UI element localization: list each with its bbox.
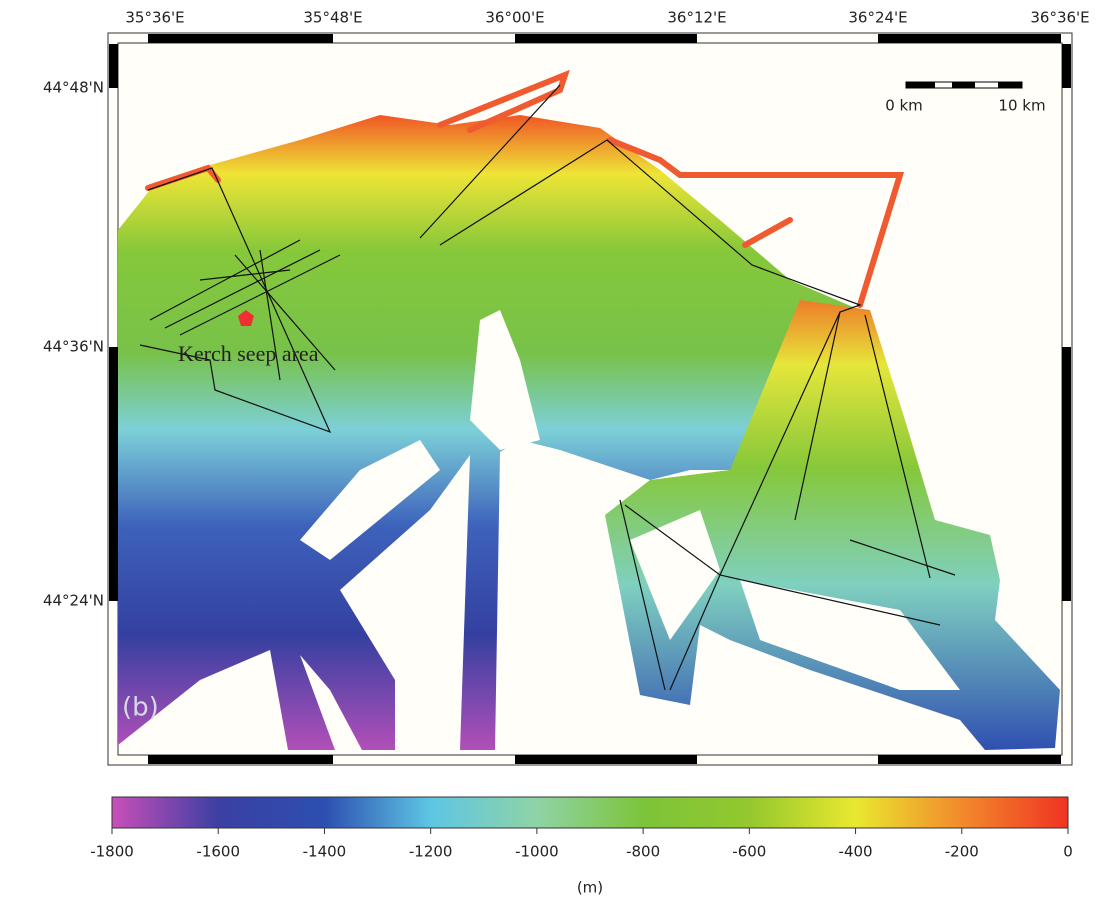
scale-bar-segment (906, 82, 935, 88)
colorbar (112, 797, 1068, 828)
colorbar-tick-label: -200 (945, 843, 979, 861)
scale-label: 0 km (885, 97, 923, 115)
colorbar-unit: (m) (577, 879, 603, 897)
border-segment (515, 755, 697, 764)
colorbar-tick-label: 0 (1063, 843, 1073, 861)
colorbar-tick-label: -1200 (409, 843, 453, 861)
lon-label: 36°24'E (848, 9, 907, 27)
colorbar-tick-label: -400 (839, 843, 873, 861)
colorbar-tick-label: -600 (732, 843, 766, 861)
lat-label: 44°48'N (43, 79, 104, 97)
border-segment (878, 755, 1061, 764)
scale-bar-segment (952, 82, 975, 88)
colorbar-tick-label: -1400 (303, 843, 347, 861)
page: {"map": { "lon_labels": ["35°36'E", "35°… (0, 0, 1098, 907)
lon-label: 35°48'E (303, 9, 362, 27)
border-segment (148, 34, 333, 43)
border-segment (148, 755, 333, 764)
colorbar-tick-label: -1600 (196, 843, 240, 861)
panel-label: (b) (122, 693, 159, 723)
border-segment (1062, 347, 1071, 601)
colorbar-tick-label: -1800 (90, 843, 134, 861)
figure: Kerch seep area (b) 0 km 10 km (m) 35°36… (0, 0, 1098, 903)
border-segment (1062, 44, 1071, 88)
lat-label: 44°24'N (43, 592, 104, 610)
lat-label: 44°36'N (43, 338, 104, 356)
border-segment (515, 34, 697, 43)
border-segment (109, 347, 118, 601)
lon-label: 36°36'E (1030, 9, 1089, 27)
colorbar-tick-label: -1000 (515, 843, 559, 861)
colorbar-tick-label: -800 (626, 843, 660, 861)
annotation: Kerch seep area (178, 341, 319, 366)
lon-label: 36°12'E (667, 9, 726, 27)
lon-label: 35°36'E (125, 9, 184, 27)
border-segment (109, 44, 118, 88)
lon-label: 36°00'E (485, 9, 544, 27)
scale-label: 10 km (998, 97, 1045, 115)
scale-bar-segment (998, 82, 1022, 88)
border-segment (878, 34, 1061, 43)
